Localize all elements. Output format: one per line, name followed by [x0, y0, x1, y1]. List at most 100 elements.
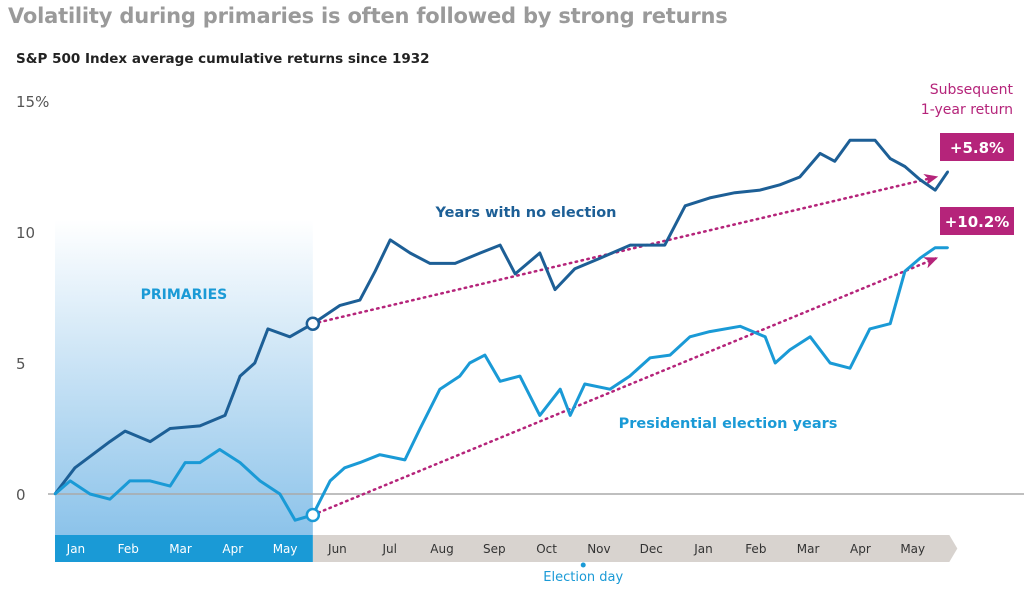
return-badge-label: +10.2% — [945, 213, 1010, 231]
data-point — [733, 191, 737, 194]
data-point — [223, 414, 227, 417]
x-tick-label: Feb — [745, 542, 766, 556]
x-tick-label: Jul — [381, 542, 396, 556]
annotation-header: 1-year return — [921, 102, 1013, 118]
data-point — [628, 374, 631, 378]
series-line-no-election — [53, 138, 950, 495]
data-point — [338, 304, 342, 307]
chart-subtitle: S&P 500 Index average cumulative returns… — [16, 51, 430, 67]
data-point — [934, 188, 937, 192]
data-point — [53, 492, 57, 496]
data-point — [708, 196, 711, 200]
election-day-label: Election day — [543, 570, 623, 585]
chart-title: Volatility during primaries is often fol… — [8, 4, 728, 28]
data-point — [478, 251, 482, 255]
series-line-election — [54, 246, 948, 522]
data-point — [629, 243, 632, 247]
start-point-marker — [305, 316, 321, 331]
start-point-marker — [305, 507, 321, 523]
data-point — [788, 348, 792, 352]
x-tick-label: Mar — [797, 542, 820, 556]
x-axis-band — [312, 535, 958, 562]
data-point — [568, 414, 572, 417]
data-point — [538, 414, 542, 417]
data-point — [663, 243, 667, 247]
y-tick-label: 15% — [16, 93, 49, 111]
data-point — [108, 498, 112, 501]
x-tick-label: Sep — [483, 542, 506, 556]
data-point — [88, 492, 92, 496]
data-point — [668, 353, 672, 357]
data-point — [773, 361, 777, 365]
data-point — [518, 374, 522, 378]
data-point — [343, 466, 346, 469]
data-point — [583, 382, 586, 386]
data-point — [598, 257, 602, 260]
data-point — [903, 270, 907, 273]
data-point — [798, 175, 801, 179]
return-badge — [940, 207, 1014, 235]
data-point — [758, 188, 762, 192]
y-tick-label: 10 — [16, 224, 35, 242]
data-point — [168, 427, 172, 430]
data-point — [408, 251, 412, 255]
x-tick-label: May — [900, 542, 925, 556]
data-point — [389, 238, 392, 242]
data-point — [873, 139, 877, 142]
data-point — [198, 424, 202, 428]
x-tick-label: Jan — [66, 542, 86, 556]
data-point — [123, 429, 127, 433]
data-point — [453, 262, 457, 265]
data-point — [483, 353, 487, 357]
data-point — [198, 461, 202, 464]
data-point — [833, 160, 836, 163]
data-point — [688, 335, 692, 338]
x-tick-label: Nov — [587, 542, 610, 556]
data-point — [108, 440, 112, 443]
data-point — [538, 251, 542, 255]
data-point — [403, 458, 407, 462]
data-point — [458, 374, 462, 378]
data-point — [288, 335, 292, 338]
x-tick-label: Aug — [430, 542, 453, 556]
data-point — [238, 461, 242, 464]
election-day-marker — [580, 562, 586, 568]
series-label: Presidential election years — [619, 416, 838, 432]
data-point — [358, 298, 362, 302]
data-point — [934, 246, 937, 249]
data-point — [253, 361, 256, 365]
data-point — [328, 479, 332, 483]
data-point — [148, 440, 152, 443]
data-point — [918, 257, 922, 260]
data-point — [258, 479, 262, 483]
data-point — [946, 170, 949, 173]
x-tick-label: Mar — [169, 542, 192, 556]
data-point — [238, 374, 242, 378]
data-point — [828, 361, 832, 365]
data-point — [218, 448, 221, 451]
data-point — [514, 272, 517, 276]
annotation-header: Subsequent — [930, 82, 1014, 98]
data-point — [889, 157, 892, 160]
data-point — [438, 388, 442, 391]
x-tick-label: Oct — [536, 542, 557, 556]
data-point — [684, 204, 687, 207]
data-point — [278, 492, 282, 496]
data-point — [848, 367, 852, 370]
data-point — [168, 484, 172, 488]
data-point — [428, 262, 432, 265]
data-point — [358, 461, 362, 464]
data-point — [553, 288, 557, 291]
data-point — [889, 322, 892, 325]
data-point — [559, 388, 562, 391]
x-tick-label: Apr — [222, 542, 243, 556]
data-point — [608, 388, 612, 391]
data-point — [778, 183, 782, 187]
data-point — [468, 361, 471, 365]
return-trend-line — [311, 256, 939, 517]
data-point — [293, 519, 297, 522]
data-point — [573, 267, 577, 270]
y-tick-label: 5 — [16, 355, 26, 373]
